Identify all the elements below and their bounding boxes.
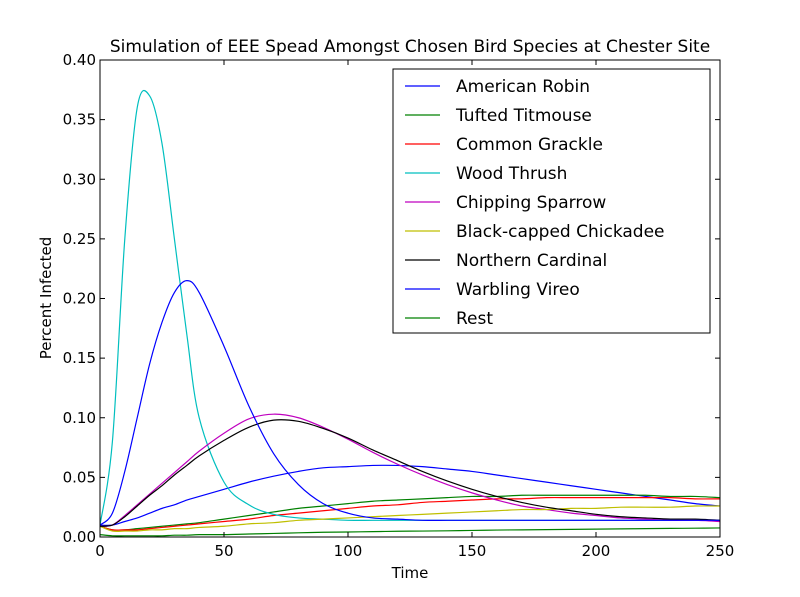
legend-label-5: Chipping Sparrow — [456, 193, 606, 213]
x-tick-label: 0 — [95, 542, 105, 560]
series-line-7 — [100, 419, 720, 527]
y-tick-label: 0.00 — [63, 528, 96, 546]
y-tick-label: 0.25 — [63, 230, 96, 248]
series-line-3 — [100, 496, 720, 531]
y-tick-label: 0.15 — [63, 349, 96, 367]
y-tick-label: 0.35 — [63, 111, 96, 129]
y-tick-label: 0.30 — [63, 170, 96, 188]
legend-label-6: Black-capped Chickadee — [456, 222, 665, 242]
legend-label-4: Wood Thrush — [456, 164, 567, 184]
x-tick-label: 250 — [706, 542, 735, 560]
chart-title: Simulation of EEE Spead Amongst Chosen B… — [110, 37, 710, 57]
y-tick-label: 0.10 — [63, 409, 96, 427]
legend-label-8: Warbling Vireo — [456, 280, 580, 300]
y-tick-label: 0.20 — [63, 290, 96, 308]
y-axis-label: Percent Infected — [37, 237, 55, 360]
series-line-8 — [100, 280, 720, 526]
series-line-9 — [100, 527, 720, 537]
series-line-6 — [100, 505, 720, 532]
legend-label-2: Tufted Titmouse — [455, 106, 592, 126]
y-tick-label: 0.05 — [63, 468, 96, 486]
legend-label-1: American Robin — [456, 77, 590, 97]
legend: American Robin Tufted Titmouse Common Grac… — [392, 68, 711, 334]
y-tick-label: 0.40 — [63, 51, 96, 69]
x-tick-label: 200 — [582, 542, 611, 560]
legend-box — [392, 68, 711, 334]
series-line-1 — [100, 464, 720, 526]
legend-label-3: Common Grackle — [456, 135, 603, 155]
legend-label-9: Rest — [456, 309, 493, 329]
axis-ticks: 0 50 100 150 200 250 0.00 0.05 0.10 0.15 0.20 0.25 0… — [63, 51, 735, 560]
x-axis-label: Time — [391, 564, 429, 582]
x-tick-label: 100 — [334, 542, 363, 560]
legend-label-7: Northern Cardinal — [456, 251, 607, 271]
series-line-2 — [100, 494, 720, 531]
x-tick-label: 50 — [214, 542, 233, 560]
x-tick-label: 150 — [458, 542, 487, 560]
series-line-5 — [100, 413, 720, 527]
plot-area — [100, 89, 720, 537]
